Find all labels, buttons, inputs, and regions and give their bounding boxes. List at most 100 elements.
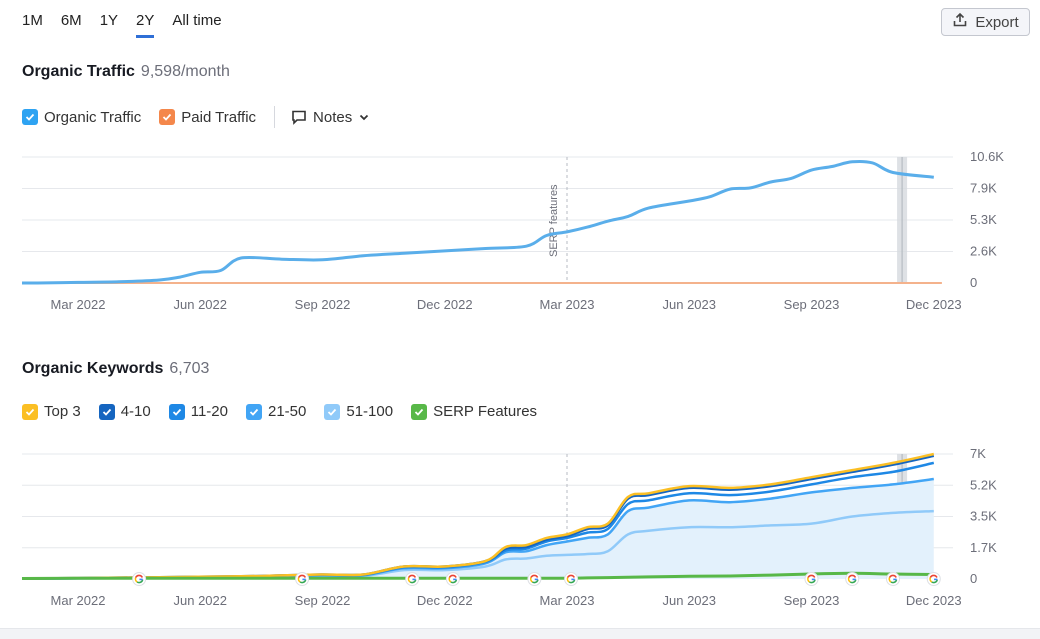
google-icon-bg xyxy=(804,572,819,586)
organic-keywords-value: 6,703 xyxy=(169,360,210,377)
google-icon-bg xyxy=(295,572,310,586)
x-tick-label: Dec 2022 xyxy=(417,593,473,608)
google-icon-yellow xyxy=(407,577,411,583)
checkbox-checked-icon xyxy=(159,109,176,125)
legend-11-20[interactable]: 11-20 xyxy=(168,403,228,420)
bottom-strip xyxy=(0,628,1040,639)
x-tick-label: Jun 2022 xyxy=(174,593,228,608)
notes-dropdown[interactable]: Notes xyxy=(291,109,370,126)
google-icon xyxy=(527,572,542,586)
x-tick-label: Mar 2022 xyxy=(51,297,106,312)
legend-paid-traffic[interactable]: Paid Traffic xyxy=(159,109,256,126)
legend-organic-traffic-label: Organic Traffic xyxy=(44,108,142,126)
organic-traffic-heading: Organic Traffic xyxy=(22,63,135,80)
legend-21-50-label: 21-50 xyxy=(268,403,307,420)
x-tick-label: Mar 2023 xyxy=(540,297,595,312)
y-tick-label: 3.5K xyxy=(970,509,997,524)
google-icon xyxy=(886,572,900,586)
google-icon-yellow xyxy=(448,577,452,583)
organic-traffic-chart: 10.6K 7.9K 5.3K 2.6K 0 Mar 2022 Jun 2022 Sep 20… xyxy=(21,149,1004,312)
google-icon-bg xyxy=(132,572,147,586)
google-icon xyxy=(804,572,819,586)
export-button[interactable]: Export xyxy=(941,8,1030,36)
note-icon xyxy=(291,109,307,125)
google-icon-bg xyxy=(564,572,579,586)
x-tick-label: Sep 2023 xyxy=(784,593,840,608)
range-tab-6m[interactable]: 6M xyxy=(60,12,82,29)
google-icon-bg xyxy=(527,572,542,586)
x-tick-label: Sep 2022 xyxy=(295,297,351,312)
organic-keywords-title: Organic Keywords 6,703 xyxy=(22,360,209,378)
organic-keywords-chart: 7K 5.2K 3.5K 1.7K 0 Mar 2022 Jun 2022 Sep 2022 D… xyxy=(21,446,997,608)
legend-51-100[interactable]: 51-100 xyxy=(324,403,393,420)
google-icon-red xyxy=(297,574,307,579)
google-icon xyxy=(564,572,579,586)
traffic-legend: Organic Traffic Paid Traffic Notes xyxy=(22,106,370,128)
y-tick-label: 7.9K xyxy=(970,181,997,196)
range-tab-all-time[interactable]: All time xyxy=(172,12,222,29)
organic-traffic-line xyxy=(21,159,934,285)
google-icon xyxy=(132,572,147,586)
google-icon-yellow xyxy=(529,577,533,583)
checkbox-checked-icon xyxy=(411,403,428,420)
legend-serp-features-label: SERP Features xyxy=(433,403,538,420)
range-tab-1y[interactable]: 1Y xyxy=(99,12,119,29)
keywords-area-fill xyxy=(22,479,934,579)
legend-divider xyxy=(274,106,276,128)
y-tick-label: 10.6K xyxy=(970,149,1004,164)
google-icon-red xyxy=(566,574,576,579)
google-icon-red xyxy=(807,574,816,579)
legend-4-10[interactable]: 4-10 xyxy=(98,403,151,420)
google-icon-yellow xyxy=(566,577,570,583)
date-range-tabs: 1M 6M 1Y 2Y All time xyxy=(22,12,240,38)
google-icon xyxy=(445,572,460,586)
legend-21-50[interactable]: 21-50 xyxy=(246,403,306,420)
google-icon-yellow xyxy=(847,577,851,583)
google-icon-red xyxy=(448,574,457,579)
y-tick-label: 7K xyxy=(970,446,986,461)
y-tick-label: 5.2K xyxy=(970,477,997,492)
x-tick-label: Dec 2023 xyxy=(906,297,962,312)
google-icon-red xyxy=(134,574,144,579)
google-icon-red xyxy=(888,574,897,579)
x-tick-label: Dec 2023 xyxy=(906,593,962,608)
notes-label: Notes xyxy=(313,108,353,126)
google-icon-yellow xyxy=(929,577,933,583)
legend-top-3-label: Top 3 xyxy=(44,403,81,420)
google-icon xyxy=(845,572,860,586)
checkbox-checked-icon xyxy=(246,403,262,420)
annotation-label: SERP features xyxy=(548,184,560,257)
checkbox-checked-icon xyxy=(22,109,38,125)
export-label: Export xyxy=(975,13,1019,31)
legend-51-100-label: 51-100 xyxy=(346,403,394,420)
organic-traffic-value: 9,598/month xyxy=(140,63,230,80)
checkbox-checked-icon xyxy=(98,403,115,420)
x-tick-label: Mar 2022 xyxy=(51,593,106,608)
legend-11-20-label: 11-20 xyxy=(190,403,228,420)
checkbox-checked-icon xyxy=(22,403,38,420)
legend-organic-traffic[interactable]: Organic Traffic xyxy=(22,109,141,126)
legend-top-3[interactable]: Top 3 xyxy=(22,403,81,420)
chevron-down-icon xyxy=(358,111,370,123)
google-icon xyxy=(926,572,941,586)
y-tick-label: 5.3K xyxy=(970,212,997,227)
google-icon-yellow xyxy=(807,577,811,583)
checkbox-checked-icon xyxy=(324,403,341,420)
legend-serp-features[interactable]: SERP Features xyxy=(411,403,537,420)
x-tick-label: Mar 2023 xyxy=(540,593,595,608)
range-tab-2y[interactable]: 2Y xyxy=(136,12,155,38)
google-icon-red xyxy=(848,574,857,579)
keywords-legend: Top 3 4-10 11-20 21-50 51-100 SERP Featu… xyxy=(22,403,555,420)
google-icon-yellow xyxy=(134,577,138,583)
google-icon-bg xyxy=(926,572,941,586)
y-tick-label: 2.6K xyxy=(970,244,997,259)
serp-features-line xyxy=(21,571,934,580)
google-icon-bg xyxy=(845,572,860,586)
organic-traffic-title: Organic Traffic 9,598/month xyxy=(22,63,230,81)
organic-keywords-heading: Organic Keywords xyxy=(22,360,164,377)
upload-icon xyxy=(952,12,968,32)
google-icon xyxy=(295,572,310,586)
x-tick-label: Dec 2022 xyxy=(417,297,473,312)
google-icon-yellow xyxy=(888,577,892,583)
range-tab-1m[interactable]: 1M xyxy=(22,12,43,29)
